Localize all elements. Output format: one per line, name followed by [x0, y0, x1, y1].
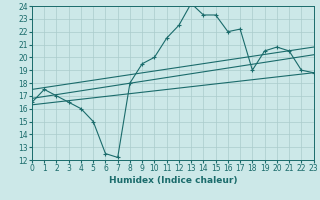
X-axis label: Humidex (Indice chaleur): Humidex (Indice chaleur) [108, 176, 237, 185]
